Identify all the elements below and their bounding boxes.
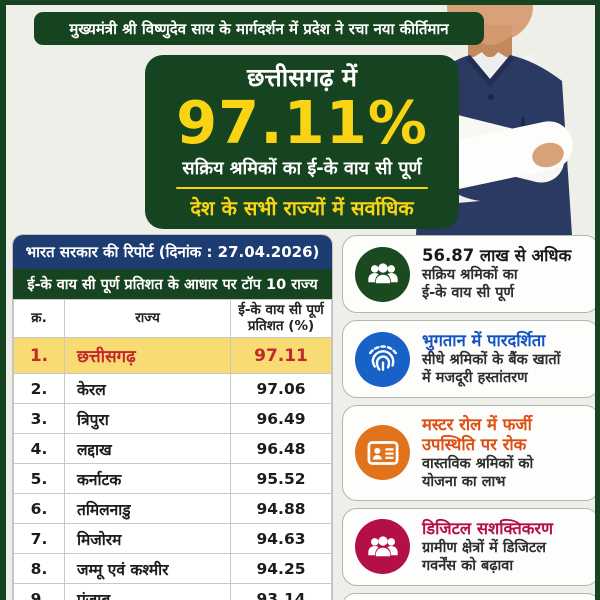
card-line: ई-के वाय सी पूर्ण xyxy=(422,284,514,301)
highlight-cards: 56.87 लाख से अधिक सक्रिय श्रमिकों का ई-क… xyxy=(342,235,595,600)
table-row: 8. जम्मू एवं कश्मीर 94.25 xyxy=(13,553,332,585)
value-cell: 95.52 xyxy=(230,463,332,495)
people-group-icon xyxy=(355,519,410,575)
card-title: 56.87 लाख से अधिक xyxy=(422,245,572,265)
fingerprint-icon xyxy=(355,331,410,387)
card-line: वास्तविक श्रमिकों को xyxy=(422,455,534,472)
quote-card: ““ राज्य सरकार गरीब और श्रमिक वर्ग के हि… xyxy=(342,592,595,600)
table-row: 6. तमिलनाडु 94.88 xyxy=(13,493,332,525)
rank-cell: 1. xyxy=(13,337,65,375)
id-card-icon xyxy=(355,425,410,481)
column-header-state: राज्य xyxy=(64,298,231,339)
value-cell: 94.63 xyxy=(230,523,332,555)
value-cell: 94.88 xyxy=(230,493,332,525)
value-cell: 93.14 xyxy=(230,583,332,600)
state-cell: छत्तीसगढ़ xyxy=(64,337,231,375)
table-row: 3. त्रिपुरा 96.49 xyxy=(13,403,332,435)
card-muster-roll: मस्टर रोल में फर्जी उपस्थिति पर रोक वास्… xyxy=(342,405,595,501)
table-row: 5. कर्नाटक 95.52 xyxy=(13,463,332,495)
top-banner-text: मुख्यमंत्री श्री विष्णुदेव साय के मार्गद… xyxy=(69,19,449,38)
table-row: 7. मिजोरम 94.63 xyxy=(13,523,332,555)
report-table-card: भारत सरकार की रिपोर्ट (दिनांक : 27.04.20… xyxy=(13,235,332,600)
hero-stat-box: छत्तीसगढ़ में 97.11% सक्रिय श्रमिकों का … xyxy=(145,55,459,229)
card-line: ग्रामीण क्षेत्रों में डिजिटल xyxy=(422,539,546,556)
rank-cell: 5. xyxy=(13,463,65,495)
state-cell: जम्मू एवं कश्मीर xyxy=(64,553,231,585)
hero-location: छत्तीसगढ़ में xyxy=(247,63,357,92)
people-group-icon xyxy=(355,246,410,302)
value-cell: 96.49 xyxy=(230,403,332,435)
card-title: डिजिटल सशक्तिकरण xyxy=(422,518,554,538)
rank-cell: 3. xyxy=(13,403,65,435)
rank-cell: 8. xyxy=(13,553,65,585)
card-title: मस्टर रोल में फर्जी उपस्थिति पर रोक xyxy=(422,415,532,454)
report-table-subtitle: ई-के वाय सी पूर्ण प्रतिशत के आधार पर टॉप… xyxy=(13,269,332,299)
state-cell: कर्नाटक xyxy=(64,463,231,495)
rank-cell: 4. xyxy=(13,433,65,465)
report-table-title: भारत सरकार की रिपोर्ट (दिनांक : 27.04.20… xyxy=(13,235,332,269)
hero-divider xyxy=(176,186,428,189)
card-line: गवर्नेंस को बढ़ावा xyxy=(422,557,514,574)
state-cell: लद्दाख xyxy=(64,433,231,465)
rank-cell: 7. xyxy=(13,523,65,555)
value-cell: 96.48 xyxy=(230,433,332,465)
column-header-rank: क्र. xyxy=(13,298,65,339)
hero-highlight-line: देश के सभी राज्यों में सर्वाधिक xyxy=(190,195,414,220)
table-row: 4. लद्दाख 96.48 xyxy=(13,433,332,465)
rank-cell: 2. xyxy=(13,373,65,405)
table-row: 1. छत्तीसगढ़ 97.11 xyxy=(13,337,332,375)
value-cell: 97.11 xyxy=(230,337,332,375)
top-states-table: क्र. राज्य ई-के वाय सी पूर्ण प्रतिशत (%)… xyxy=(13,298,332,600)
card-payment-transparency: भुगतान में पारदर्शिता सीधे श्रमिकों के ब… xyxy=(342,320,595,398)
top-banner: मुख्यमंत्री श्री विष्णुदेव साय के मार्गद… xyxy=(34,12,484,45)
hero-percentage: 97.11% xyxy=(176,87,428,157)
card-ekyc-count: 56.87 लाख से अधिक सक्रिय श्रमिकों का ई-क… xyxy=(342,235,595,313)
card-line: योजना का लाभ xyxy=(422,473,506,490)
state-cell: त्रिपुरा xyxy=(64,403,231,435)
column-header-value: ई-के वाय सी पूर्ण प्रतिशत (%) xyxy=(230,298,332,339)
card-digital-empowerment: डिजिटल सशक्तिकरण ग्रामीण क्षेत्रों में ड… xyxy=(342,507,595,586)
hero-subtitle: सक्रिय श्रमिकों का ई-के वाय सी पूर्ण xyxy=(182,157,422,179)
state-cell: मिजोरम xyxy=(64,523,231,555)
table-row: 9. पंजाब 93.14 xyxy=(13,583,332,600)
rank-cell: 9. xyxy=(13,583,65,600)
card-line: सक्रिय श्रमिकों का xyxy=(422,266,518,283)
state-cell: केरल xyxy=(64,373,231,405)
rank-cell: 6. xyxy=(13,493,65,525)
state-cell: पंजाब xyxy=(64,583,231,600)
value-cell: 97.06 xyxy=(230,373,332,405)
table-header-row: क्र. राज्य ई-के वाय सी पूर्ण प्रतिशत (%) xyxy=(13,298,332,339)
card-title: भुगतान में पारदर्शिता xyxy=(422,330,546,350)
card-line: सीधे श्रमिकों के बैंक खातों xyxy=(422,351,561,368)
table-row: 2. केरल 97.06 xyxy=(13,373,332,405)
state-cell: तमिलनाडु xyxy=(64,493,231,525)
card-line: में मजदूरी हस्तांतरण xyxy=(422,369,528,386)
value-cell: 94.25 xyxy=(230,553,332,585)
